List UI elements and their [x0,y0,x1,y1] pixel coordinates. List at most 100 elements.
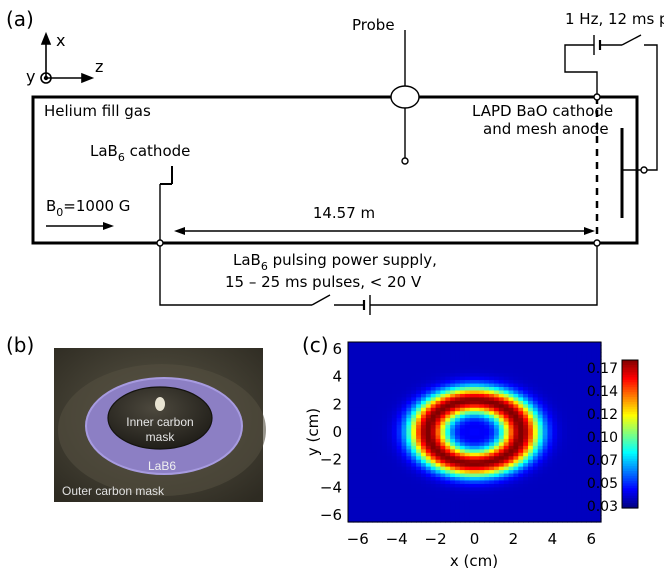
heatmap-cell [372,369,378,374]
heatmap-cell [566,362,573,367]
heatmap-cell [450,470,456,475]
heatmap-cell [547,470,553,475]
heatmap-cell [581,511,588,516]
heatmap-cell [352,435,359,440]
heatmap-cell [498,376,505,381]
heatmap-cell [377,511,383,516]
heatmap-cell [537,518,544,523]
heatmap-cell [532,407,539,412]
heatmap-cell [493,387,500,392]
heatmap-cell [391,383,398,388]
heatmap-cell [348,466,354,471]
heatmap-cell [581,452,588,457]
colorbar-tick-label: 0.17 [587,361,618,377]
heatmap-cell [484,456,490,461]
heatmap-cell [411,345,417,350]
heatmap-cell [406,380,412,385]
heatmap-cell [459,387,466,392]
heatmap-cell [382,508,388,513]
heatmap-cell [547,442,553,447]
heatmap-cell [362,418,369,423]
heatmap-cell [440,383,446,388]
heatmap-cell [493,355,500,360]
colorbar-tick-label: 0.07 [587,453,618,469]
heatmap-cell [420,463,427,468]
heatmap-cell [513,359,519,364]
heatmap-cell [523,407,529,412]
colorbar-segment [622,409,638,413]
heatmap-cell [386,428,393,433]
heatmap-cell [532,418,539,423]
heatmap-cell [498,515,505,520]
heatmap-cell [489,387,495,392]
heatmap-cell [489,494,495,499]
heatmap-cell [576,456,583,461]
heatmap-cell [591,508,597,513]
heatmap-cell [532,397,539,402]
heatmap-cell [498,369,505,374]
heatmap-cell [367,359,373,364]
heatmap-cell [445,390,451,395]
heatmap-cell [523,400,529,405]
heatmap-cell [406,442,412,447]
heatmap-cell [391,393,398,398]
heatmap-cell [591,438,597,443]
heatmap-cell [493,348,500,353]
heatmap-cell [508,373,515,378]
heatmap-cell [420,342,427,347]
heatmap-cell [493,494,500,499]
heatmap-cell [445,497,451,502]
heatmap-cell [518,400,524,405]
heatmap-cell [542,466,549,471]
heatmap-cell [596,490,602,495]
heatmap-cell [503,411,510,416]
heatmap-cell [518,407,524,412]
heatmap-cell [372,359,378,364]
heatmap-cell [547,414,553,419]
heatmap-cell [581,438,588,443]
heatmap-cell [377,438,383,443]
heatmap-cell [576,494,583,499]
heatmap-cell [484,490,490,495]
heatmap-cell [386,414,393,419]
heatmap-cell [425,425,432,430]
heatmap-cell [479,359,485,364]
heatmap-cell [377,490,383,495]
heatmap-cell [367,490,373,495]
lab6-disc-edge [85,377,243,475]
heatmap-cell [411,428,417,433]
heatmap-cell [411,487,417,492]
heatmap-cell [382,366,388,371]
heatmap-cell [474,497,480,502]
heatmap-cell [386,504,393,509]
heatmap-cell [537,483,544,488]
heatmap-cell [586,366,592,371]
heatmap-cell [518,359,524,364]
heatmap-cell [489,390,495,395]
heatmap-cell [372,383,378,388]
heatmap-cell [377,459,383,464]
heatmap-cell [357,463,364,468]
heatmap-cell [571,418,578,423]
heatmap-cell [459,449,466,454]
heatmap-cell [552,404,558,409]
heatmap-cell [430,490,437,495]
heatmap-cell [508,456,515,461]
heatmap-cell [435,380,442,385]
heatmap-cell [391,397,398,402]
heatmap-cell [416,414,422,419]
heatmap-cell [586,473,592,478]
heatmap-cell [562,414,568,419]
heatmap-cell [493,397,500,402]
heatmap-cell [435,383,442,388]
heatmap-cell [348,494,354,499]
heatmap-cell [416,515,422,520]
heatmap-cell [440,407,446,412]
heatmap-cell [357,435,364,440]
heatmap-cell [542,393,549,398]
heatmap-cell [576,411,583,416]
heatmap-cell [367,477,373,482]
heatmap-cell [474,483,480,488]
heatmap-cell [469,470,476,475]
heatmap-cell [489,442,495,447]
